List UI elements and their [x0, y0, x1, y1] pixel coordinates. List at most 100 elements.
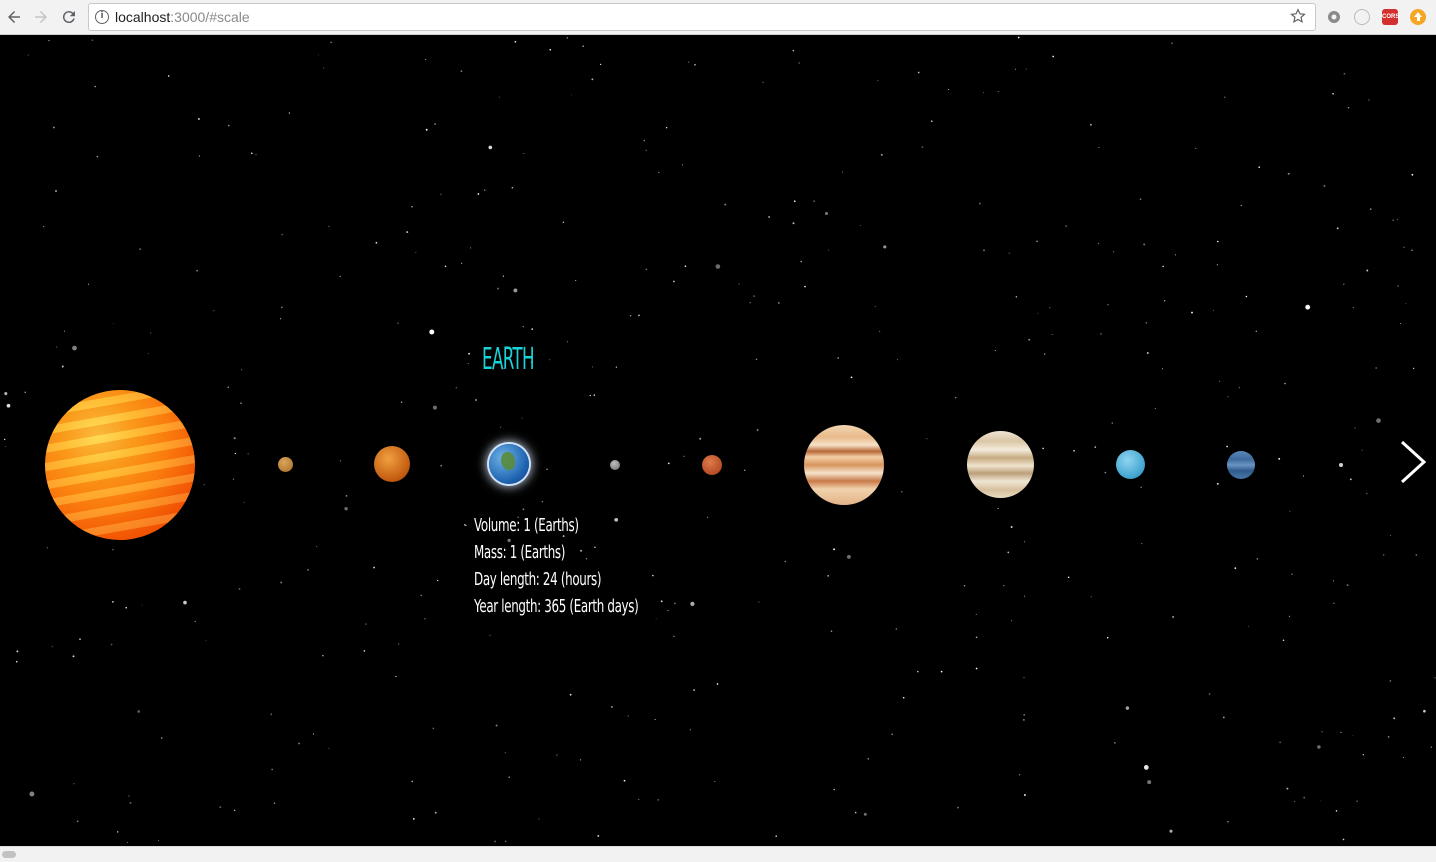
- star: [667, 462, 670, 465]
- star: [1320, 800, 1322, 802]
- gear-extension-icon[interactable]: [1326, 9, 1342, 25]
- star: [1303, 796, 1306, 799]
- star: [395, 675, 397, 678]
- star: [1387, 736, 1390, 738]
- star: [1336, 227, 1339, 230]
- sun[interactable]: [45, 390, 195, 540]
- arrow-left-icon: [8, 11, 20, 23]
- star: [465, 524, 467, 527]
- star: [56, 346, 58, 348]
- browser-toolbar: i localhost:3000/#scale CORS: [0, 0, 1436, 35]
- star: [424, 618, 426, 620]
- circle-extension-icon[interactable]: [1354, 9, 1370, 25]
- upload-extension-icon[interactable]: [1410, 9, 1426, 25]
- cors-extension-icon[interactable]: CORS: [1382, 9, 1399, 25]
- star: [724, 203, 727, 206]
- star: [198, 155, 200, 157]
- star: [1335, 810, 1338, 812]
- planet-saturn[interactable]: [967, 431, 1034, 498]
- star: [87, 283, 90, 285]
- star: [1362, 754, 1365, 756]
- star: [495, 724, 498, 727]
- next-button[interactable]: [1398, 440, 1428, 484]
- star: [827, 575, 830, 577]
- star: [1024, 595, 1026, 597]
- star: [1245, 295, 1248, 298]
- star: [1145, 322, 1147, 324]
- star: [1412, 367, 1415, 370]
- star: [157, 840, 159, 841]
- planet-pluto[interactable]: [1339, 463, 1343, 467]
- planet-venus[interactable]: [374, 446, 410, 482]
- horizontal-scrollbar[interactable]: [0, 846, 1436, 862]
- star: [645, 268, 648, 271]
- star: [1349, 478, 1352, 481]
- star: [744, 469, 746, 471]
- star: [113, 323, 115, 324]
- star: [1097, 242, 1100, 245]
- star: [1389, 680, 1392, 682]
- star: [1224, 96, 1226, 98]
- star: [1107, 304, 1109, 306]
- star: [1247, 626, 1249, 628]
- url-text[interactable]: localhost:3000/#scale: [115, 9, 250, 25]
- star: [196, 269, 198, 272]
- star: [1340, 731, 1342, 734]
- star: [498, 96, 500, 98]
- star: [1216, 482, 1219, 485]
- star: [1051, 333, 1053, 335]
- star: [279, 318, 282, 320]
- star: [580, 549, 582, 552]
- star: [503, 367, 505, 370]
- star: [1028, 338, 1031, 341]
- planet-mercury[interactable]: [278, 457, 293, 472]
- address-bar[interactable]: i localhost:3000/#scale: [88, 3, 1316, 31]
- day-length-stat: Day length: 24 (hours): [474, 569, 602, 590]
- planet-jupiter[interactable]: [804, 425, 884, 505]
- star: [1171, 42, 1173, 45]
- star: [406, 231, 409, 234]
- star: [800, 260, 802, 263]
- star: [891, 733, 893, 735]
- reload-icon: [62, 11, 75, 24]
- star: [72, 345, 77, 351]
- star: [667, 609, 669, 612]
- star: [673, 635, 675, 637]
- year-length-stat: Year length: 365 (Earth days): [474, 596, 639, 617]
- star: [1090, 596, 1092, 598]
- star: [1227, 396, 1229, 398]
- star: [514, 40, 517, 43]
- star: [323, 67, 325, 69]
- star: [693, 689, 695, 691]
- back-button[interactable]: [2, 5, 26, 29]
- planet-mars[interactable]: [702, 455, 722, 475]
- star: [921, 146, 924, 148]
- star: [1112, 251, 1115, 253]
- planet-earth[interactable]: [489, 444, 529, 484]
- planet-neptune[interactable]: [1227, 451, 1255, 479]
- star: [1354, 427, 1356, 429]
- star: [652, 574, 654, 577]
- forward-button[interactable]: [29, 5, 53, 29]
- scrollbar-thumb[interactable]: [2, 851, 16, 858]
- star: [461, 262, 463, 264]
- star: [1146, 352, 1149, 354]
- planet-uranus[interactable]: [1116, 450, 1145, 479]
- star: [549, 359, 551, 361]
- star: [1256, 558, 1259, 560]
- star: [837, 357, 840, 359]
- star: [475, 399, 477, 401]
- reload-button[interactable]: [57, 5, 81, 29]
- star: [716, 683, 719, 685]
- star: [1125, 706, 1130, 710]
- star: [298, 742, 300, 745]
- star: [517, 516, 519, 518]
- moon[interactable]: [610, 460, 620, 470]
- star: [643, 139, 645, 142]
- star: [227, 386, 229, 388]
- star: [94, 85, 96, 88]
- bookmark-star-button[interactable]: [1289, 7, 1309, 27]
- star: [575, 279, 577, 281]
- star: [753, 295, 755, 297]
- info-icon[interactable]: i: [95, 10, 109, 24]
